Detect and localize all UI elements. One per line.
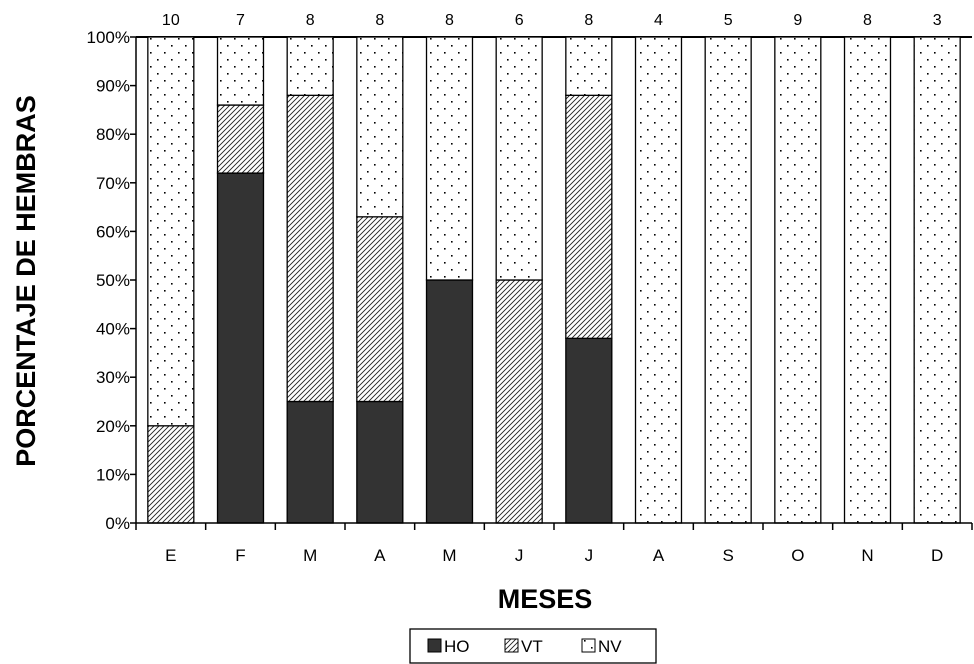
x-category-label: M xyxy=(303,546,317,565)
bar-segment-ho-6 xyxy=(565,337,613,524)
bar-segment-nv-5 xyxy=(495,36,543,281)
y-axis: 0% 10% 20% 30% 40% 50% 60% 70% 80% 90% 100% xyxy=(87,28,137,533)
x-category-label: E xyxy=(165,546,176,565)
y-tick-label: 80% xyxy=(96,125,130,144)
sample-size-label: 4 xyxy=(654,12,663,29)
bar-segment-nv-7 xyxy=(634,36,683,524)
y-tick-label: 10% xyxy=(96,465,130,484)
x-category-label: O xyxy=(791,546,804,565)
x-category-label: A xyxy=(374,546,386,565)
legend-label-nv: NV xyxy=(598,637,622,656)
bar-segment-nv-1 xyxy=(216,36,265,106)
sample-size-label: 8 xyxy=(863,12,872,29)
sample-size-label: 6 xyxy=(515,12,524,29)
bar-segment-ho-4 xyxy=(425,279,474,524)
sample-size-label: 5 xyxy=(724,12,733,29)
x-category-label: J xyxy=(515,546,524,565)
x-axis-title: MESES xyxy=(498,584,593,614)
x-category-label: J xyxy=(585,546,594,565)
bar-segment-ho-3 xyxy=(356,400,404,524)
y-tick-label: 60% xyxy=(96,222,130,241)
legend-box xyxy=(409,628,657,664)
sample-size-label: 9 xyxy=(793,12,802,29)
bar-segment-nv-4 xyxy=(425,36,474,281)
y-tick-label: 90% xyxy=(96,77,130,96)
sample-size-label: 3 xyxy=(933,12,942,29)
bar-segment-ho-2 xyxy=(286,400,334,524)
bar-segment-vt-1 xyxy=(216,104,265,174)
legend-swatch-nv xyxy=(581,638,596,653)
bar-segment-nv-9 xyxy=(774,36,822,524)
x-category-label: M xyxy=(442,546,456,565)
x-category-label: D xyxy=(931,546,943,565)
sample-size-label: 8 xyxy=(375,12,384,29)
y-axis-title: PORCENTAJE DE HEMBRAS xyxy=(11,95,41,467)
bar-segment-nv-2 xyxy=(286,36,334,96)
bar-segment-vt-0 xyxy=(147,425,195,524)
bar-segment-vt-6 xyxy=(565,94,613,339)
legend-label-ho: HO xyxy=(444,637,470,656)
x-category-label: N xyxy=(861,546,873,565)
sample-size-label: 7 xyxy=(236,12,245,29)
bar-segment-vt-2 xyxy=(286,94,334,403)
y-tick-label: 50% xyxy=(96,271,130,290)
bar-segment-nv-10 xyxy=(843,36,892,524)
y-tick-label: 30% xyxy=(96,368,130,387)
bar-segment-nv-8 xyxy=(704,36,752,524)
y-tick-label: 0% xyxy=(105,514,130,533)
bar-segment-vt-3 xyxy=(356,216,404,403)
y-tick-label: 40% xyxy=(96,320,130,339)
sample-size-labels: 10 7 8 8 8 6 8 4 5 9 8 3 xyxy=(162,12,942,29)
sample-size-label: 8 xyxy=(445,12,454,29)
bar-segment-ho-1 xyxy=(216,172,265,524)
legend: HO VT NV xyxy=(409,628,657,664)
bar-segment-nv-11 xyxy=(913,36,961,524)
bar-segment-nv-6 xyxy=(565,36,613,96)
bar-segment-vt-5 xyxy=(495,279,543,524)
legend-label-vt: VT xyxy=(521,637,543,656)
legend-swatch-vt xyxy=(504,638,519,653)
bars-group xyxy=(147,36,961,524)
x-category-label: A xyxy=(653,546,665,565)
bar-segment-nv-0 xyxy=(147,36,195,427)
bar-segment-nv-3 xyxy=(356,36,404,218)
x-category-label: S xyxy=(722,546,733,565)
x-category-label: F xyxy=(235,546,245,565)
y-tick-label: 100% xyxy=(87,28,130,47)
sample-size-label: 8 xyxy=(306,12,315,29)
legend-swatch-ho xyxy=(427,638,442,653)
sample-size-label: 10 xyxy=(162,12,180,29)
y-tick-label: 70% xyxy=(96,174,130,193)
y-tick-label: 20% xyxy=(96,417,130,436)
sample-size-label: 8 xyxy=(584,12,593,29)
